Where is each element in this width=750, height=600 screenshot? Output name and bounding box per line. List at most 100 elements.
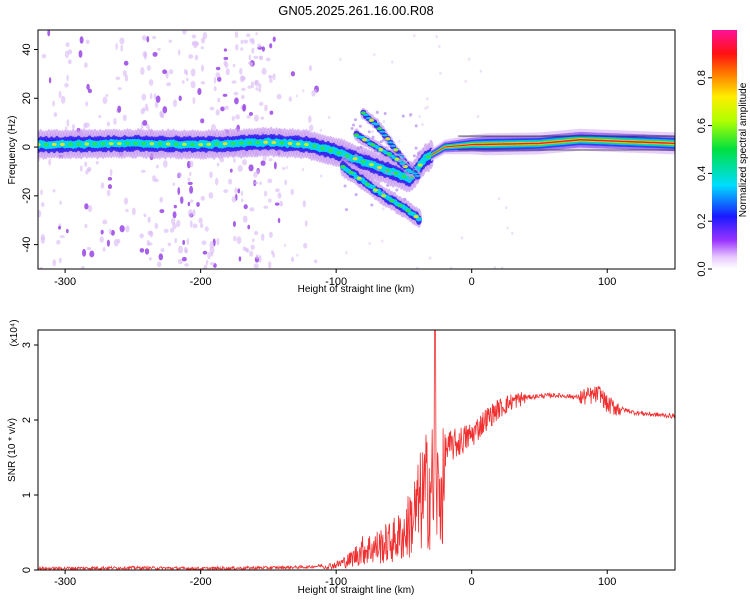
spectrogram-noise-cell: [223, 60, 228, 67]
spectrogram-noise-cell: [78, 50, 83, 58]
spectrogram-noise-cell: [146, 36, 150, 43]
spectrogram-lower-branch: [381, 194, 387, 198]
spectrogram-noise-cell: [189, 185, 194, 194]
spectrogram-noise-cell: [168, 69, 174, 75]
spectrogram-main-band: [92, 142, 98, 146]
spectrogram-noise-cell: [48, 77, 52, 84]
spectrogram-main-band: [263, 140, 269, 144]
spectrogram-noise-cell: [192, 209, 196, 217]
spectrogram-noise-cell: [479, 69, 483, 73]
spectrogram-noise-cell: [186, 237, 190, 246]
spectrogram-noise-cell: [220, 106, 225, 112]
spectrogram-noise-cell: [229, 168, 233, 173]
spectrogram-noise-cell: [66, 74, 69, 82]
spectrogram-main-band: [393, 171, 399, 175]
spectrogram-noise-cell: [52, 259, 57, 267]
chart-title: GN05.2025.261.16.00.R08: [278, 3, 433, 18]
spectrogram-noise-cell: [156, 261, 162, 268]
snr-scale-label: (x10⁴): [9, 319, 20, 346]
spectrogram-noise-cell: [140, 67, 145, 75]
spectrogram-noise-cell: [202, 31, 208, 40]
spectrogram-noise-cell: [248, 164, 254, 172]
spectrogram-noise-cell: [124, 74, 129, 82]
spectrogram-main-band: [238, 141, 244, 145]
spectrogram-noise-cell: [288, 96, 293, 102]
snr-frame: [37, 329, 676, 571]
spectrogram-middle-branch: [386, 152, 392, 156]
spectrogram-noise-cell: [242, 103, 246, 112]
spectrogram-noise-cell: [367, 130, 371, 134]
spectrogram-noise-cell: [197, 87, 202, 96]
spectrogram-noise-cell: [200, 46, 205, 50]
spectrogram-noise-cell: [225, 68, 230, 76]
spectrogram-noise-cell: [428, 256, 432, 260]
spectrogram-middle-branch: [354, 133, 359, 137]
spectrogram-main-band: [401, 174, 407, 178]
spectrogram-noise-cell: [192, 97, 196, 105]
spectrogram-noise-cell: [263, 190, 268, 197]
spectrogram-frame: [37, 29, 676, 270]
spectrogram-noise-cell: [240, 39, 244, 45]
spectrogram-lower-branch: [356, 176, 362, 180]
spectrogram-noise-cell: [267, 178, 273, 184]
spectrogram-noise-cell: [233, 157, 236, 163]
spectrogram-noise-cell: [255, 254, 259, 260]
spectrogram-noise-cell: [155, 95, 161, 103]
spectrogram-main-band: [214, 142, 220, 146]
spectrogram-noise-cell: [476, 115, 480, 119]
spectrogram-noise-cell: [177, 49, 181, 56]
colorbar-tick-label: 0.6: [696, 118, 708, 133]
spectrogram-noise-cell: [189, 220, 193, 228]
spectrogram-noise-cell: [142, 119, 148, 126]
spectrogram-main-band: [417, 163, 423, 167]
spectrogram-noise-cell: [84, 62, 88, 68]
spectrogram-noise-cell: [395, 188, 399, 192]
spectrogram-noise-cell: [303, 242, 308, 249]
spectrogram-noise-cell: [311, 90, 316, 97]
spectrogram-noise-cell: [119, 225, 125, 233]
spectrogram-noise-cell: [167, 242, 172, 247]
spectrogram-noise-cell: [84, 223, 88, 229]
spectrogram-noise-cell: [327, 115, 331, 119]
spectrogram-noise-cell: [188, 54, 194, 59]
spectrogram-noise-cell: [493, 265, 496, 269]
spectrogram-noise-cell: [319, 128, 323, 133]
spectrogram-noise-cell: [214, 177, 219, 186]
spectrogram-noise-cell: [284, 179, 288, 186]
spectrogram-noise-cell: [381, 190, 385, 194]
spectrogram-noise-cell: [139, 248, 145, 253]
spectrogram-main-band: [43, 142, 49, 147]
spectrogram-y-tick-label: -40: [21, 237, 33, 253]
spectrogram-noise-cell: [52, 189, 56, 193]
spectrogram-noise-cell: [279, 200, 284, 207]
spectrogram-noise-cell: [200, 118, 205, 124]
spectrogram-noise-cell: [439, 71, 442, 75]
spectrogram-main-band: [100, 142, 106, 146]
spectrogram-lower-branch: [413, 214, 419, 219]
spectrogram-noise-cell: [344, 208, 348, 212]
spectrogram-main-band: [141, 141, 147, 146]
spectrogram-noise-cell: [168, 39, 173, 43]
spectrogram-main-band: [344, 154, 350, 158]
spectrogram-x-tick-label: -100: [325, 276, 347, 288]
spectrogram-noise-cell: [384, 170, 388, 174]
spectrogram-main-band: [190, 142, 196, 147]
spectrogram-noise-cell: [240, 190, 244, 197]
spectrogram-noise-cell: [144, 248, 150, 255]
spectrogram-noise-cell: [235, 43, 239, 51]
spectrogram-noise-cell: [350, 126, 354, 130]
spectrogram-noise-cell: [159, 196, 164, 203]
spectrogram-noise-cell: [176, 219, 181, 228]
spectrogram-noise-cell: [110, 229, 115, 236]
spectrogram-x-axis-label: Height of straight line (km): [298, 284, 415, 295]
spectrogram-noise-cell: [235, 114, 240, 120]
spectrogram-noise-cell: [242, 159, 247, 166]
spectrogram-noise-cell: [216, 162, 220, 167]
colorbar-label: Normalized spectral amplitude: [738, 82, 749, 217]
spectrogram-noise-cell: [184, 263, 190, 267]
spectrogram-noise-cell: [123, 60, 129, 66]
spectrogram-noise-cell: [98, 115, 102, 119]
spectrogram-noise-cell: [398, 139, 401, 143]
spectrogram-noise-cell: [148, 79, 154, 86]
spectrogram-noise-cell: [160, 111, 165, 118]
